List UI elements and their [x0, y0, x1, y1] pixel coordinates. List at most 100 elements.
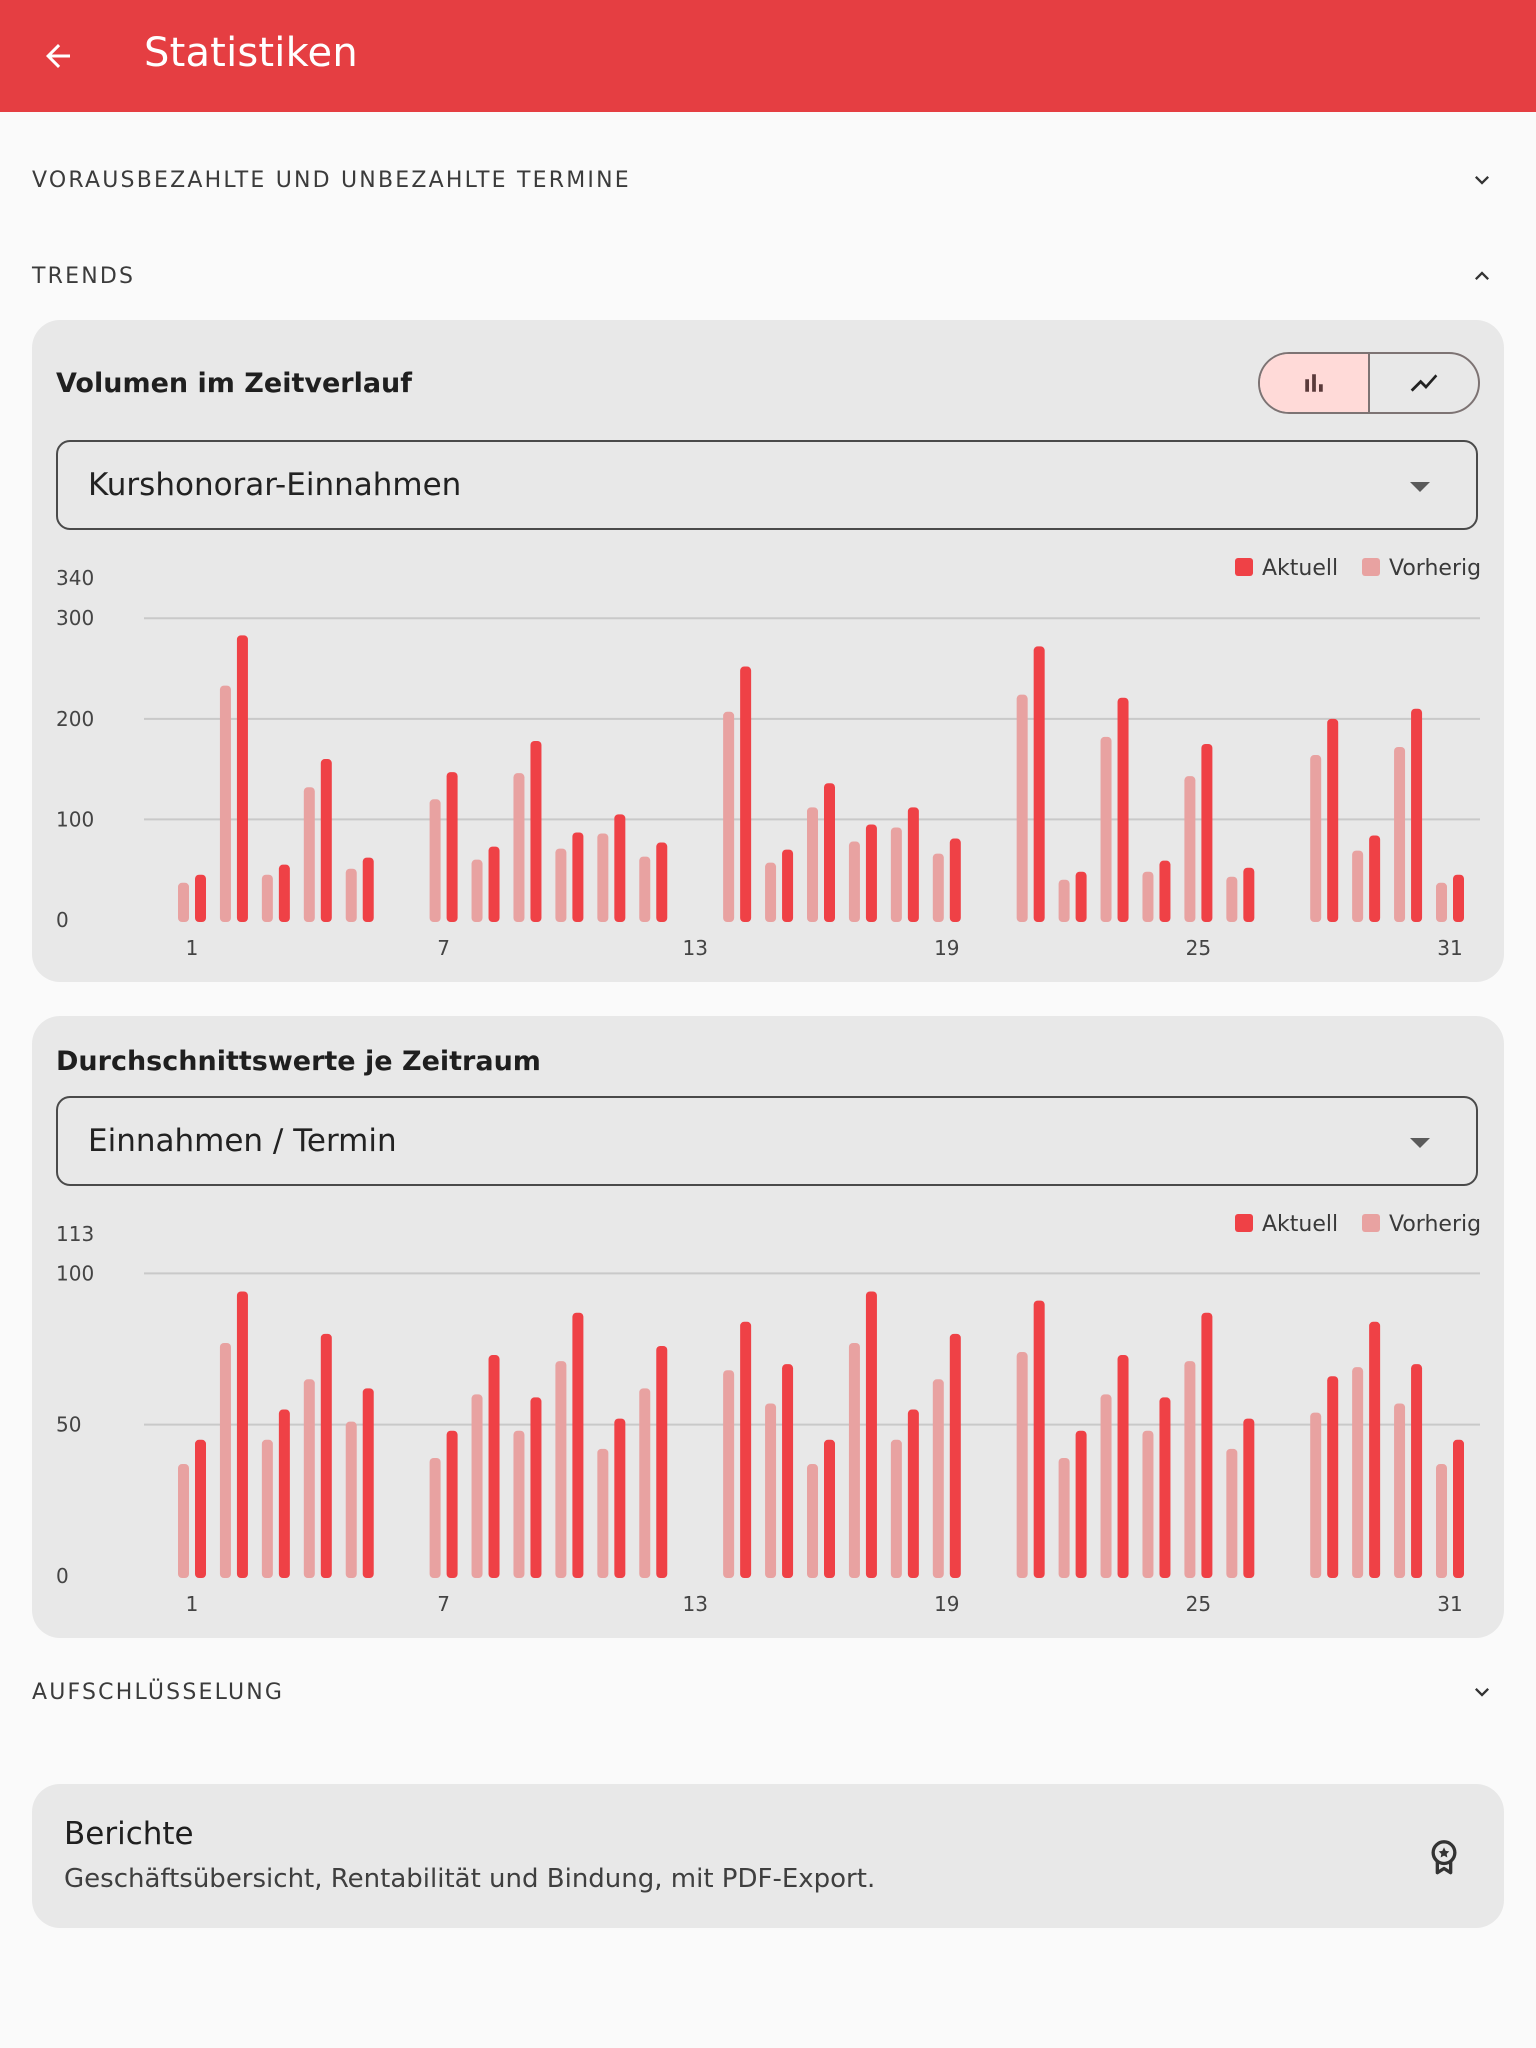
bar-vorherig: [848, 1342, 860, 1578]
bar-vorherig: [1226, 876, 1238, 922]
y-tick-label: 340: [56, 566, 94, 590]
app-bar: Statistiken: [0, 0, 1536, 112]
legend-label-aktuell: Aktuell: [1262, 1212, 1338, 1237]
bar-vorherig: [1058, 879, 1070, 922]
report-subtitle: Geschäftsübersicht, Rentabilität und Bin…: [64, 1864, 876, 1894]
x-tick-label: 19: [934, 936, 959, 960]
legend-swatch-aktuell: [1235, 558, 1253, 576]
chevron-up-icon: [1475, 271, 1489, 280]
bar-aktuell: [907, 807, 919, 922]
bar-vorherig: [890, 827, 902, 922]
bar-vorherig: [807, 1464, 818, 1578]
bar-vorherig: [429, 799, 441, 922]
chevron-down-icon: [1475, 176, 1489, 185]
bar-aktuell: [949, 1333, 961, 1578]
bar-vorherig: [1226, 1448, 1238, 1578]
back-button[interactable]: [36, 34, 80, 78]
legend-label-vorherig: Vorherig: [1389, 1212, 1481, 1237]
x-tick-label: 31: [1437, 936, 1462, 960]
section-trends[interactable]: TRENDS: [0, 246, 1536, 306]
line-chart-toggle-button[interactable]: [1368, 354, 1478, 412]
bar-vorherig: [513, 1430, 525, 1578]
bar-vorherig: [639, 856, 651, 922]
x-tick-label: 13: [682, 936, 707, 960]
bar-vorherig: [890, 1439, 902, 1578]
bar-vorherig: [471, 859, 483, 922]
bar-vorherig: [345, 868, 357, 922]
bar-aktuell: [236, 635, 248, 922]
bar-vorherig: [639, 1388, 651, 1578]
bar-vorherig: [1184, 776, 1196, 922]
x-tick-label: 7: [437, 936, 450, 960]
average-bar-chart: Aktuell Vorherig 0 50 100 113 1 7 13 19 25 31: [56, 1212, 1481, 1616]
legend-swatch-aktuell: [1235, 1214, 1253, 1232]
bar-vorherig: [1394, 1403, 1406, 1578]
bar-vorherig: [1016, 1352, 1028, 1578]
chevron-down-icon: [1475, 1688, 1489, 1697]
bar-vorherig: [471, 1394, 483, 1578]
bar-aktuell: [446, 1430, 458, 1578]
bar-vorherig: [1016, 694, 1028, 922]
premium-badge-icon: [1431, 1840, 1457, 1875]
bar-vorherig: [1352, 850, 1364, 922]
bar-vorherig: [1184, 1361, 1196, 1578]
metric-dropdown[interactable]: Kurshonorar-Einnahmen: [56, 440, 1478, 530]
reports-card[interactable]: Berichte Geschäftsübersicht, Rentabilitä…: [32, 1784, 1504, 1928]
bar-vorherig: [1352, 1367, 1364, 1578]
bar-aktuell: [865, 824, 877, 922]
bar-aktuell: [1075, 871, 1087, 922]
x-tick-label: 1: [186, 1592, 199, 1616]
bar-aktuell: [824, 783, 835, 922]
bar-vorherig: [555, 848, 567, 922]
bar-vorherig: [429, 1457, 441, 1578]
bar-aktuell: [1243, 867, 1255, 922]
bar-aktuell: [907, 1409, 919, 1578]
bar-vorherig: [848, 841, 860, 922]
section-label: AUFSCHLÜSSELUNG: [32, 1679, 285, 1705]
y-tick-label: 300: [56, 606, 94, 630]
bar-chart-toggle-button[interactable]: [1260, 354, 1368, 412]
bar-vorherig: [1100, 736, 1112, 922]
bar-vorherig: [1436, 1464, 1447, 1578]
bar-aktuell: [949, 838, 961, 922]
bar-aktuell: [320, 759, 332, 922]
bar-vorherig: [1100, 1394, 1112, 1578]
bar-aktuell: [1117, 1355, 1129, 1578]
bar-vorherig: [1142, 871, 1154, 922]
bar-aktuell: [740, 1321, 752, 1578]
bar-vorherig: [1058, 1457, 1070, 1578]
bar-vorherig: [303, 1379, 315, 1578]
bar-vorherig: [597, 1448, 609, 1578]
bar-aktuell: [1453, 1439, 1464, 1578]
bar-vorherig: [1436, 882, 1447, 922]
y-tick-label: 0: [56, 1564, 69, 1588]
bar-aktuell: [1411, 708, 1423, 922]
metric-dropdown[interactable]: Einnahmen / Termin: [56, 1096, 1478, 1186]
y-tick-label: 0: [56, 908, 69, 932]
bar-aktuell: [656, 842, 668, 922]
chart-type-toggle: [1258, 352, 1480, 414]
bar-vorherig: [178, 882, 189, 922]
bar-vorherig: [765, 862, 777, 922]
bar-aktuell: [195, 1439, 206, 1578]
bar-aktuell: [1411, 1364, 1423, 1578]
bar-chart-icon: [1305, 374, 1323, 392]
line-chart-icon: [1410, 374, 1438, 392]
y-tick-label: 50: [56, 1413, 81, 1437]
section-prepaid-unpaid[interactable]: VORAUSBEZAHLTE UND UNBEZAHLTE TERMINE: [0, 150, 1536, 210]
bar-aktuell: [362, 1388, 374, 1578]
legend-swatch-vorherig: [1362, 558, 1380, 576]
bar-vorherig: [345, 1421, 357, 1578]
y-tick-label: 100: [56, 807, 94, 831]
report-title: Berichte: [64, 1816, 194, 1852]
bar-vorherig: [261, 874, 273, 922]
section-breakdown[interactable]: AUFSCHLÜSSELUNG: [0, 1662, 1536, 1722]
y-tick-label: 100: [56, 1261, 94, 1285]
bar-aktuell: [1033, 646, 1045, 922]
bar-vorherig: [932, 853, 944, 922]
average-card: Durchschnittswerte je Zeitraum Einnahmen…: [32, 1016, 1504, 1638]
bar-vorherig: [219, 1342, 231, 1578]
bar-aktuell: [488, 846, 500, 922]
x-tick-label: 1: [186, 936, 199, 960]
bar-aktuell: [1201, 743, 1213, 922]
